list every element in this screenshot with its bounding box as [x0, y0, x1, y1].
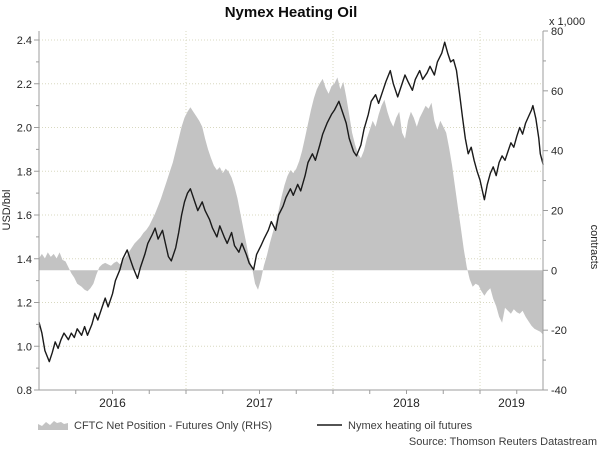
- source-attribution: Source: Thomson Reuters Datastream: [409, 436, 597, 448]
- right-axis-tick-label: -40: [551, 385, 567, 397]
- area-series-swatch-icon: [38, 421, 68, 430]
- right-axis-unit-label: x 1,000: [549, 16, 585, 28]
- right-axis-tick-label: 20: [551, 206, 563, 218]
- x-axis-year-label: 2016: [99, 396, 126, 410]
- legend: CFTC Net Position - Futures Only (RHS) N…: [38, 420, 473, 432]
- right-axis-tick-label: 80: [551, 26, 563, 38]
- legend-label-cftc-net-position: CFTC Net Position - Futures Only (RHS): [74, 420, 272, 432]
- right-axis-tick-label: -20: [551, 325, 567, 337]
- area-series-cftc-net-position: [39, 77, 544, 335]
- right-axis-title: contracts: [588, 225, 600, 270]
- right-axis-tick-label: 40: [551, 146, 563, 158]
- x-axis-year-label: 2019: [498, 396, 525, 410]
- left-axis-tick-label: 0.8: [17, 385, 32, 397]
- left-axis-tick-label: 1.8: [17, 166, 32, 178]
- right-axis-tick-label: 0: [551, 265, 557, 277]
- left-axis-tick-label: 2.0: [17, 123, 32, 135]
- x-axis-year-label: 2018: [393, 396, 420, 410]
- left-axis-title: USD/bbl: [1, 190, 13, 231]
- line-series-nymex-futures: [38, 41, 544, 363]
- left-axis-tick-label: 1.6: [17, 210, 32, 222]
- left-axis-tick-label: 2.4: [17, 35, 32, 47]
- left-axis-tick-label: 1.4: [17, 254, 32, 266]
- left-axis-tick-label: 1.0: [17, 341, 32, 353]
- right-axis-tick-label: 60: [551, 86, 563, 98]
- legend-label-nymex-futures: Nymex heating oil futures: [348, 420, 473, 432]
- chart-title: Nymex Heating Oil: [225, 4, 358, 21]
- left-axis-tick-label: 1.2: [17, 298, 32, 310]
- x-axis-year-label: 2017: [246, 396, 273, 410]
- plot-area: 2.4 2.2 2.0 1.8 1.6 1.4 1.2 1.0 0.8 80 60 40 20 0 -20 -…: [17, 26, 567, 410]
- left-axis-tick-label: 2.2: [17, 79, 32, 91]
